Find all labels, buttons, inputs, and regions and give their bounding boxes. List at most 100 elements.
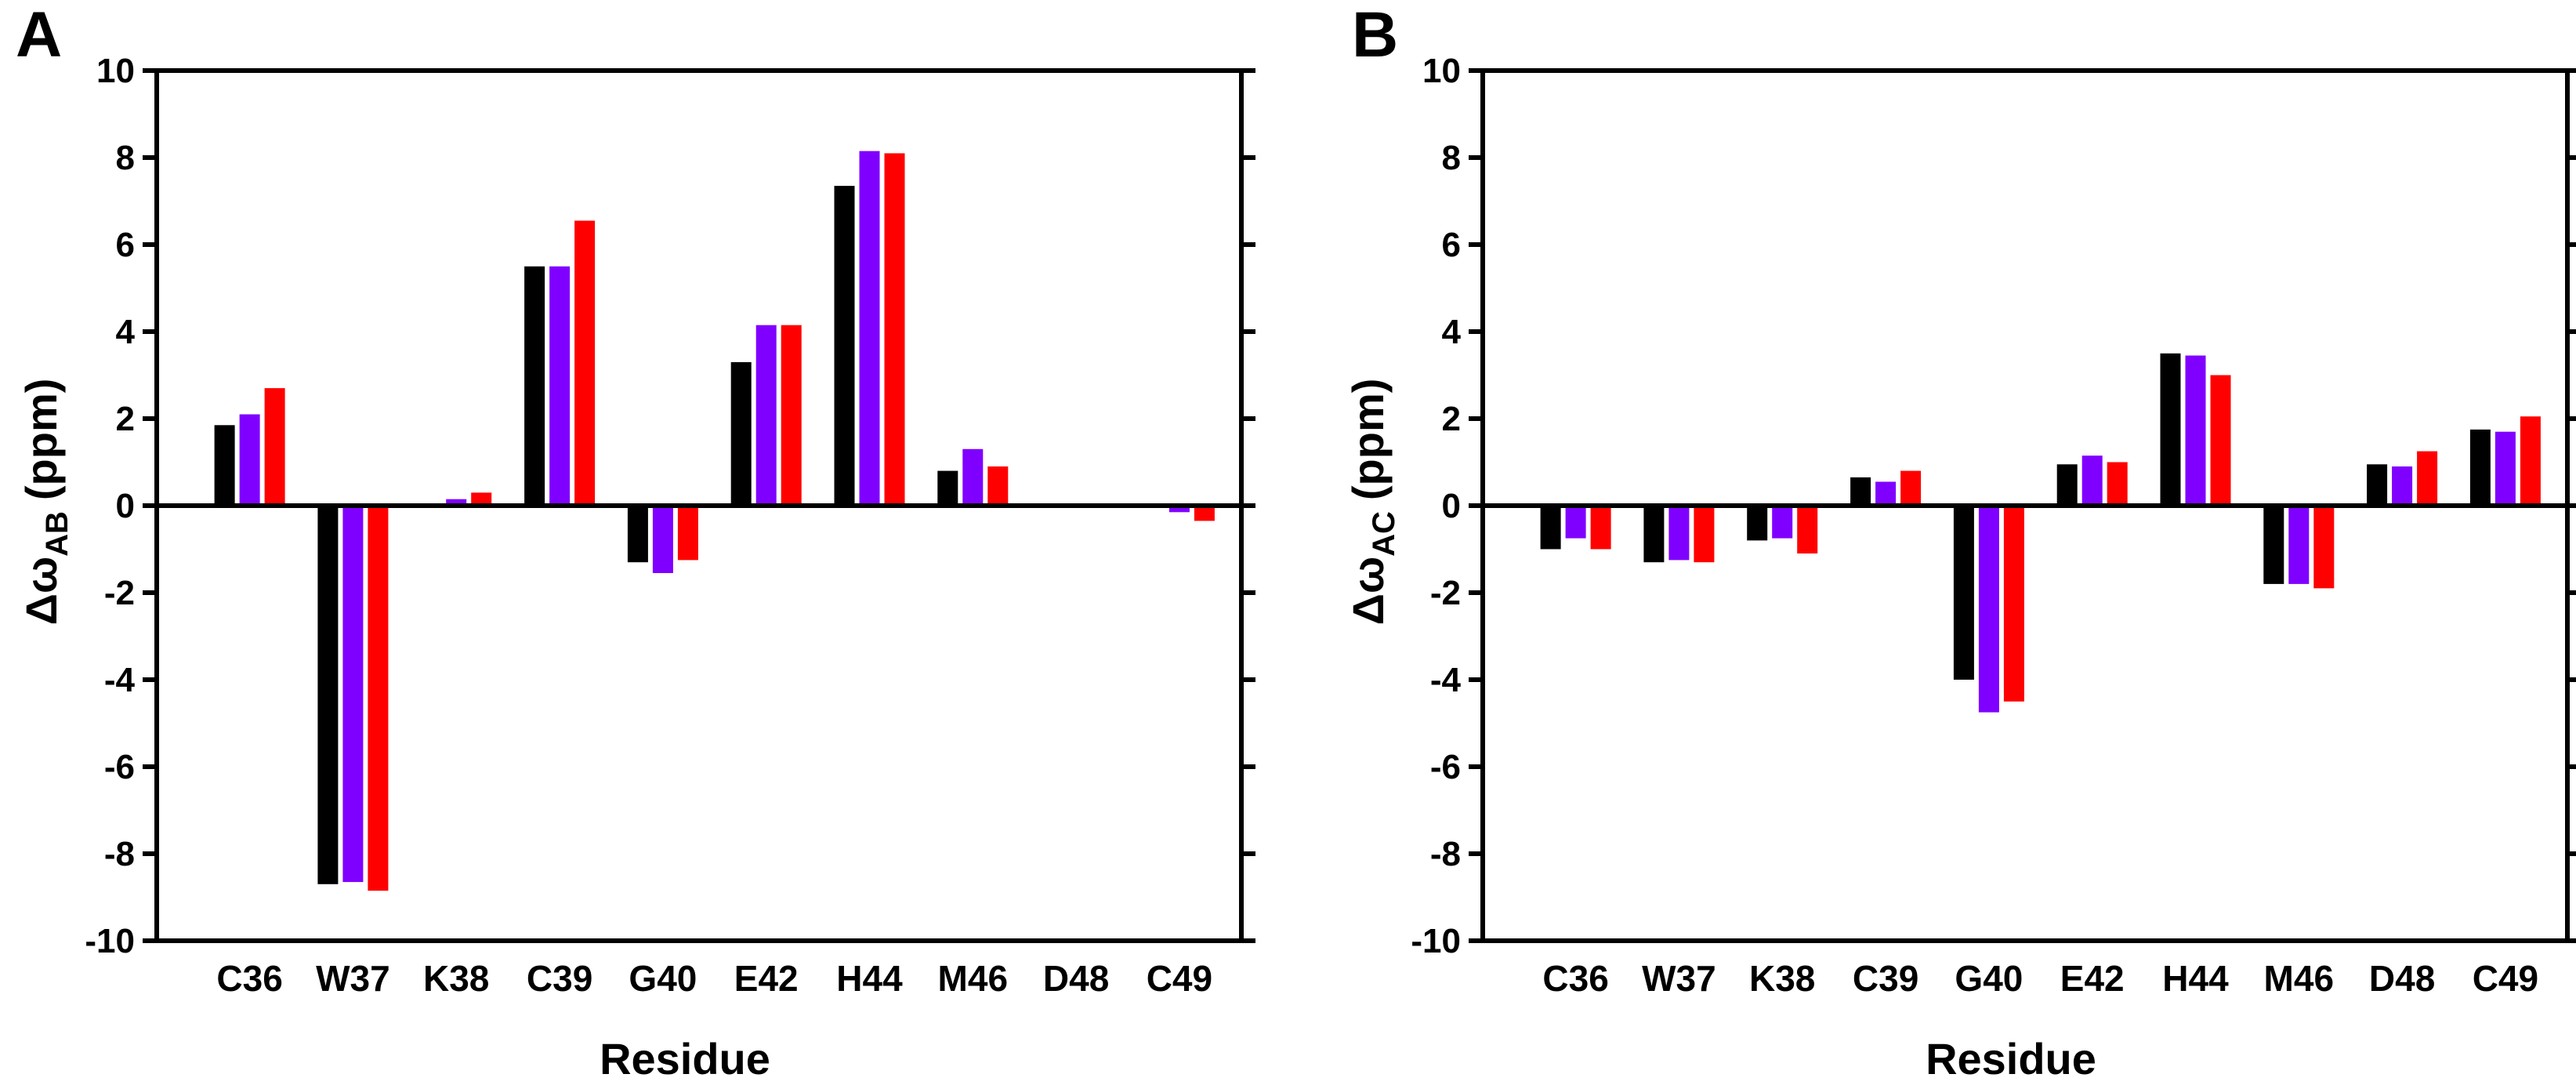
panel-b-ytick-label: 4 bbox=[1442, 313, 1462, 351]
panel-b-ytick-label: 10 bbox=[1422, 52, 1461, 90]
panel-b-bar-e42-s3 bbox=[2107, 462, 2128, 506]
panel-b-ytick-label: 6 bbox=[1442, 226, 1461, 264]
panel-b-category-label-k38: K38 bbox=[1749, 958, 1815, 999]
panel-a-bar-c36-s2 bbox=[239, 414, 260, 506]
panel-b-label: B bbox=[1352, 0, 1398, 71]
panel-b-bar-h44-s2 bbox=[2185, 355, 2206, 506]
panel-b-bar-g40-s3 bbox=[2003, 506, 2024, 702]
panel-b-bar-c39-s2 bbox=[1875, 481, 1897, 506]
panel-b: B -10 -8 -6 -4 -2 0 2 4 6 8 10 C36 W37 K38 C39 G40 E42 H4… bbox=[1343, 0, 2576, 1083]
panel-b-y-axis-unit: (ppm) bbox=[1343, 379, 1393, 501]
panel-b-bar-w37-s3 bbox=[1694, 506, 1715, 563]
panel-b-bar-d48-s1 bbox=[2367, 464, 2388, 506]
panel-a-y-axis-symbol: Δω bbox=[16, 557, 66, 626]
panel-b-bar-h44-s3 bbox=[2210, 375, 2231, 506]
panel-b-bar-d48-s2 bbox=[2392, 466, 2413, 506]
panel-b-category-label-e42: E42 bbox=[2060, 958, 2125, 999]
panel-a-ytick-label: -2 bbox=[104, 574, 135, 612]
panel-b-category-label-w37: W37 bbox=[1642, 958, 1716, 999]
panel-a-ytick-label: 0 bbox=[116, 487, 135, 525]
panel-b-category-label-g40: G40 bbox=[1955, 958, 2023, 999]
panel-a-bar-w37-s2 bbox=[342, 506, 364, 883]
panel-b-ytick-label: -2 bbox=[1430, 574, 1461, 612]
panel-b-ytick-label: 0 bbox=[1442, 487, 1461, 525]
panel-b-ytick-label: -8 bbox=[1430, 835, 1461, 873]
panel-a-bar-m46-s2 bbox=[962, 448, 984, 506]
panel-b-bar-k38-s1 bbox=[1747, 506, 1768, 541]
panel-a-bar-c36-s1 bbox=[214, 425, 235, 506]
panel-b-bar-k38-s3 bbox=[1797, 506, 1818, 553]
panel-b-category-label-h44: H44 bbox=[2162, 958, 2229, 999]
panel-a-x-axis-title: Residue bbox=[600, 1034, 770, 1083]
panel-a-bar-c49-s2 bbox=[1168, 506, 1190, 513]
panel-b-category-label-c49: C49 bbox=[2473, 958, 2538, 999]
panel-a-y-axis-subscript: AB bbox=[40, 511, 74, 557]
panel-a-bar-g40-s1 bbox=[627, 506, 648, 563]
panel-a-ytick-label: -4 bbox=[104, 661, 136, 699]
panel-a-category-label-h44: H44 bbox=[836, 958, 903, 999]
panel-a-category-label-c49: C49 bbox=[1147, 958, 1212, 999]
panel-b-y-axis-title: ΔωAC (ppm) bbox=[1343, 379, 1401, 626]
panel-b-category-label-d48: D48 bbox=[2369, 958, 2435, 999]
panel-b-ytick-label: 8 bbox=[1442, 139, 1461, 177]
panel-a-y-axis-title: ΔωAB (ppm) bbox=[16, 379, 74, 626]
panel-a-category-label-k38: K38 bbox=[423, 958, 489, 999]
panel-b-y-axis-subscript: AC bbox=[1367, 511, 1401, 557]
panel-b-bar-m46-s2 bbox=[2288, 506, 2310, 584]
panel-a-ytick-label: 10 bbox=[96, 52, 135, 90]
panel-b-x-axis-title: Residue bbox=[1926, 1034, 2096, 1083]
panel-a-bar-h44-s1 bbox=[834, 186, 855, 506]
panel-a-bar-e42-s1 bbox=[730, 361, 752, 506]
panel-b-bar-m46-s3 bbox=[2313, 506, 2335, 589]
panel-a-bar-h44-s2 bbox=[859, 151, 880, 506]
panel-a-bar-m46-s1 bbox=[937, 470, 958, 506]
panel-b-bar-e42-s1 bbox=[2056, 464, 2078, 506]
panel-a-bar-h44-s3 bbox=[884, 153, 905, 506]
panel-a-ytick-label: 2 bbox=[116, 400, 135, 438]
panel-a-label: A bbox=[16, 0, 62, 71]
panel-b-ytick-label: -4 bbox=[1430, 661, 1462, 699]
panel-a-bar-w37-s1 bbox=[317, 506, 339, 884]
panel-b-ytick-label: -10 bbox=[1411, 922, 1461, 960]
panel-a-bar-c39-s3 bbox=[574, 220, 596, 506]
panel-b-bar-c49-s1 bbox=[2469, 429, 2491, 506]
panel-b-bar-d48-s3 bbox=[2417, 451, 2438, 506]
panel-a-bar-w37-s3 bbox=[368, 506, 389, 891]
panel-a-bar-g40-s2 bbox=[652, 506, 673, 573]
panel-a-bar-c49-s3 bbox=[1194, 506, 1215, 521]
panel-a-category-label-g40: G40 bbox=[629, 958, 697, 999]
panel-a-plot: -10 -8 -6 -4 -2 0 2 4 6 8 10 C36 W37 K38 C39 G40 E42 H44 M… bbox=[85, 52, 1255, 999]
panel-b-bar-c36-s1 bbox=[1540, 506, 1561, 550]
panel-b-ytick-label: 2 bbox=[1442, 400, 1461, 438]
panel-a-bar-e42-s2 bbox=[755, 325, 777, 506]
panel-b-bar-e42-s2 bbox=[2081, 455, 2103, 506]
panel-b-bar-c49-s3 bbox=[2520, 416, 2541, 506]
panel-b-bar-c39-s1 bbox=[1850, 477, 1871, 506]
panel-a-bar-k38-s3 bbox=[471, 492, 492, 506]
panel-b-bar-k38-s2 bbox=[1772, 506, 1793, 539]
panel-a-category-label-e42: E42 bbox=[734, 958, 799, 999]
panel-a-ytick-label: -8 bbox=[104, 835, 135, 873]
panel-a-bar-e42-s3 bbox=[781, 325, 802, 506]
panel-b-bar-g40-s2 bbox=[1978, 506, 1999, 713]
panel-b-bar-c36-s2 bbox=[1565, 506, 1586, 539]
panel-b-category-label-m46: M46 bbox=[2264, 958, 2334, 999]
panel-a-bar-m46-s3 bbox=[987, 466, 1009, 506]
panel-b-bar-g40-s1 bbox=[1953, 506, 1974, 680]
panel-a-bar-g40-s3 bbox=[677, 506, 698, 561]
panel-a-y-axis-unit: (ppm) bbox=[16, 379, 66, 501]
panel-b-bar-m46-s1 bbox=[2263, 506, 2284, 584]
panel-b-bar-c36-s3 bbox=[1590, 506, 1611, 550]
panel-a-ytick-label: -6 bbox=[104, 748, 135, 786]
panel-b-bar-w37-s2 bbox=[1668, 506, 1690, 561]
panel-a-category-label-w37: W37 bbox=[316, 958, 390, 999]
panel-b-bar-h44-s1 bbox=[2160, 353, 2181, 506]
panel-b-bar-w37-s1 bbox=[1643, 506, 1665, 563]
panel-a-category-label-c36: C36 bbox=[216, 958, 282, 999]
panel-b-bar-c49-s2 bbox=[2494, 431, 2516, 506]
panel-a-ytick-label: -10 bbox=[85, 922, 135, 960]
panel-b-category-label-c36: C36 bbox=[1542, 958, 1608, 999]
panel-a-ytick-label: 4 bbox=[116, 313, 136, 351]
panel-a-bar-k38-s2 bbox=[446, 499, 467, 506]
